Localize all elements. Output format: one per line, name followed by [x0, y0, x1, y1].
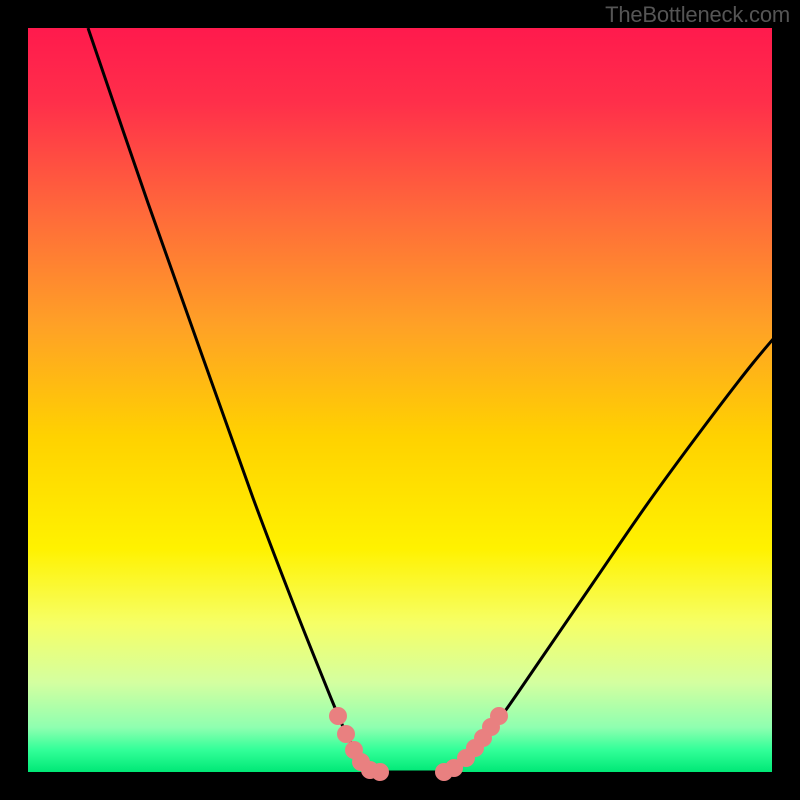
marker-point	[330, 708, 346, 724]
gradient-background	[28, 28, 772, 772]
plot-area	[28, 28, 772, 772]
marker-point	[338, 726, 354, 742]
chart-svg	[28, 28, 772, 772]
marker-point	[491, 708, 507, 724]
watermark-text: TheBottleneck.com	[605, 2, 790, 28]
marker-point	[372, 764, 388, 780]
